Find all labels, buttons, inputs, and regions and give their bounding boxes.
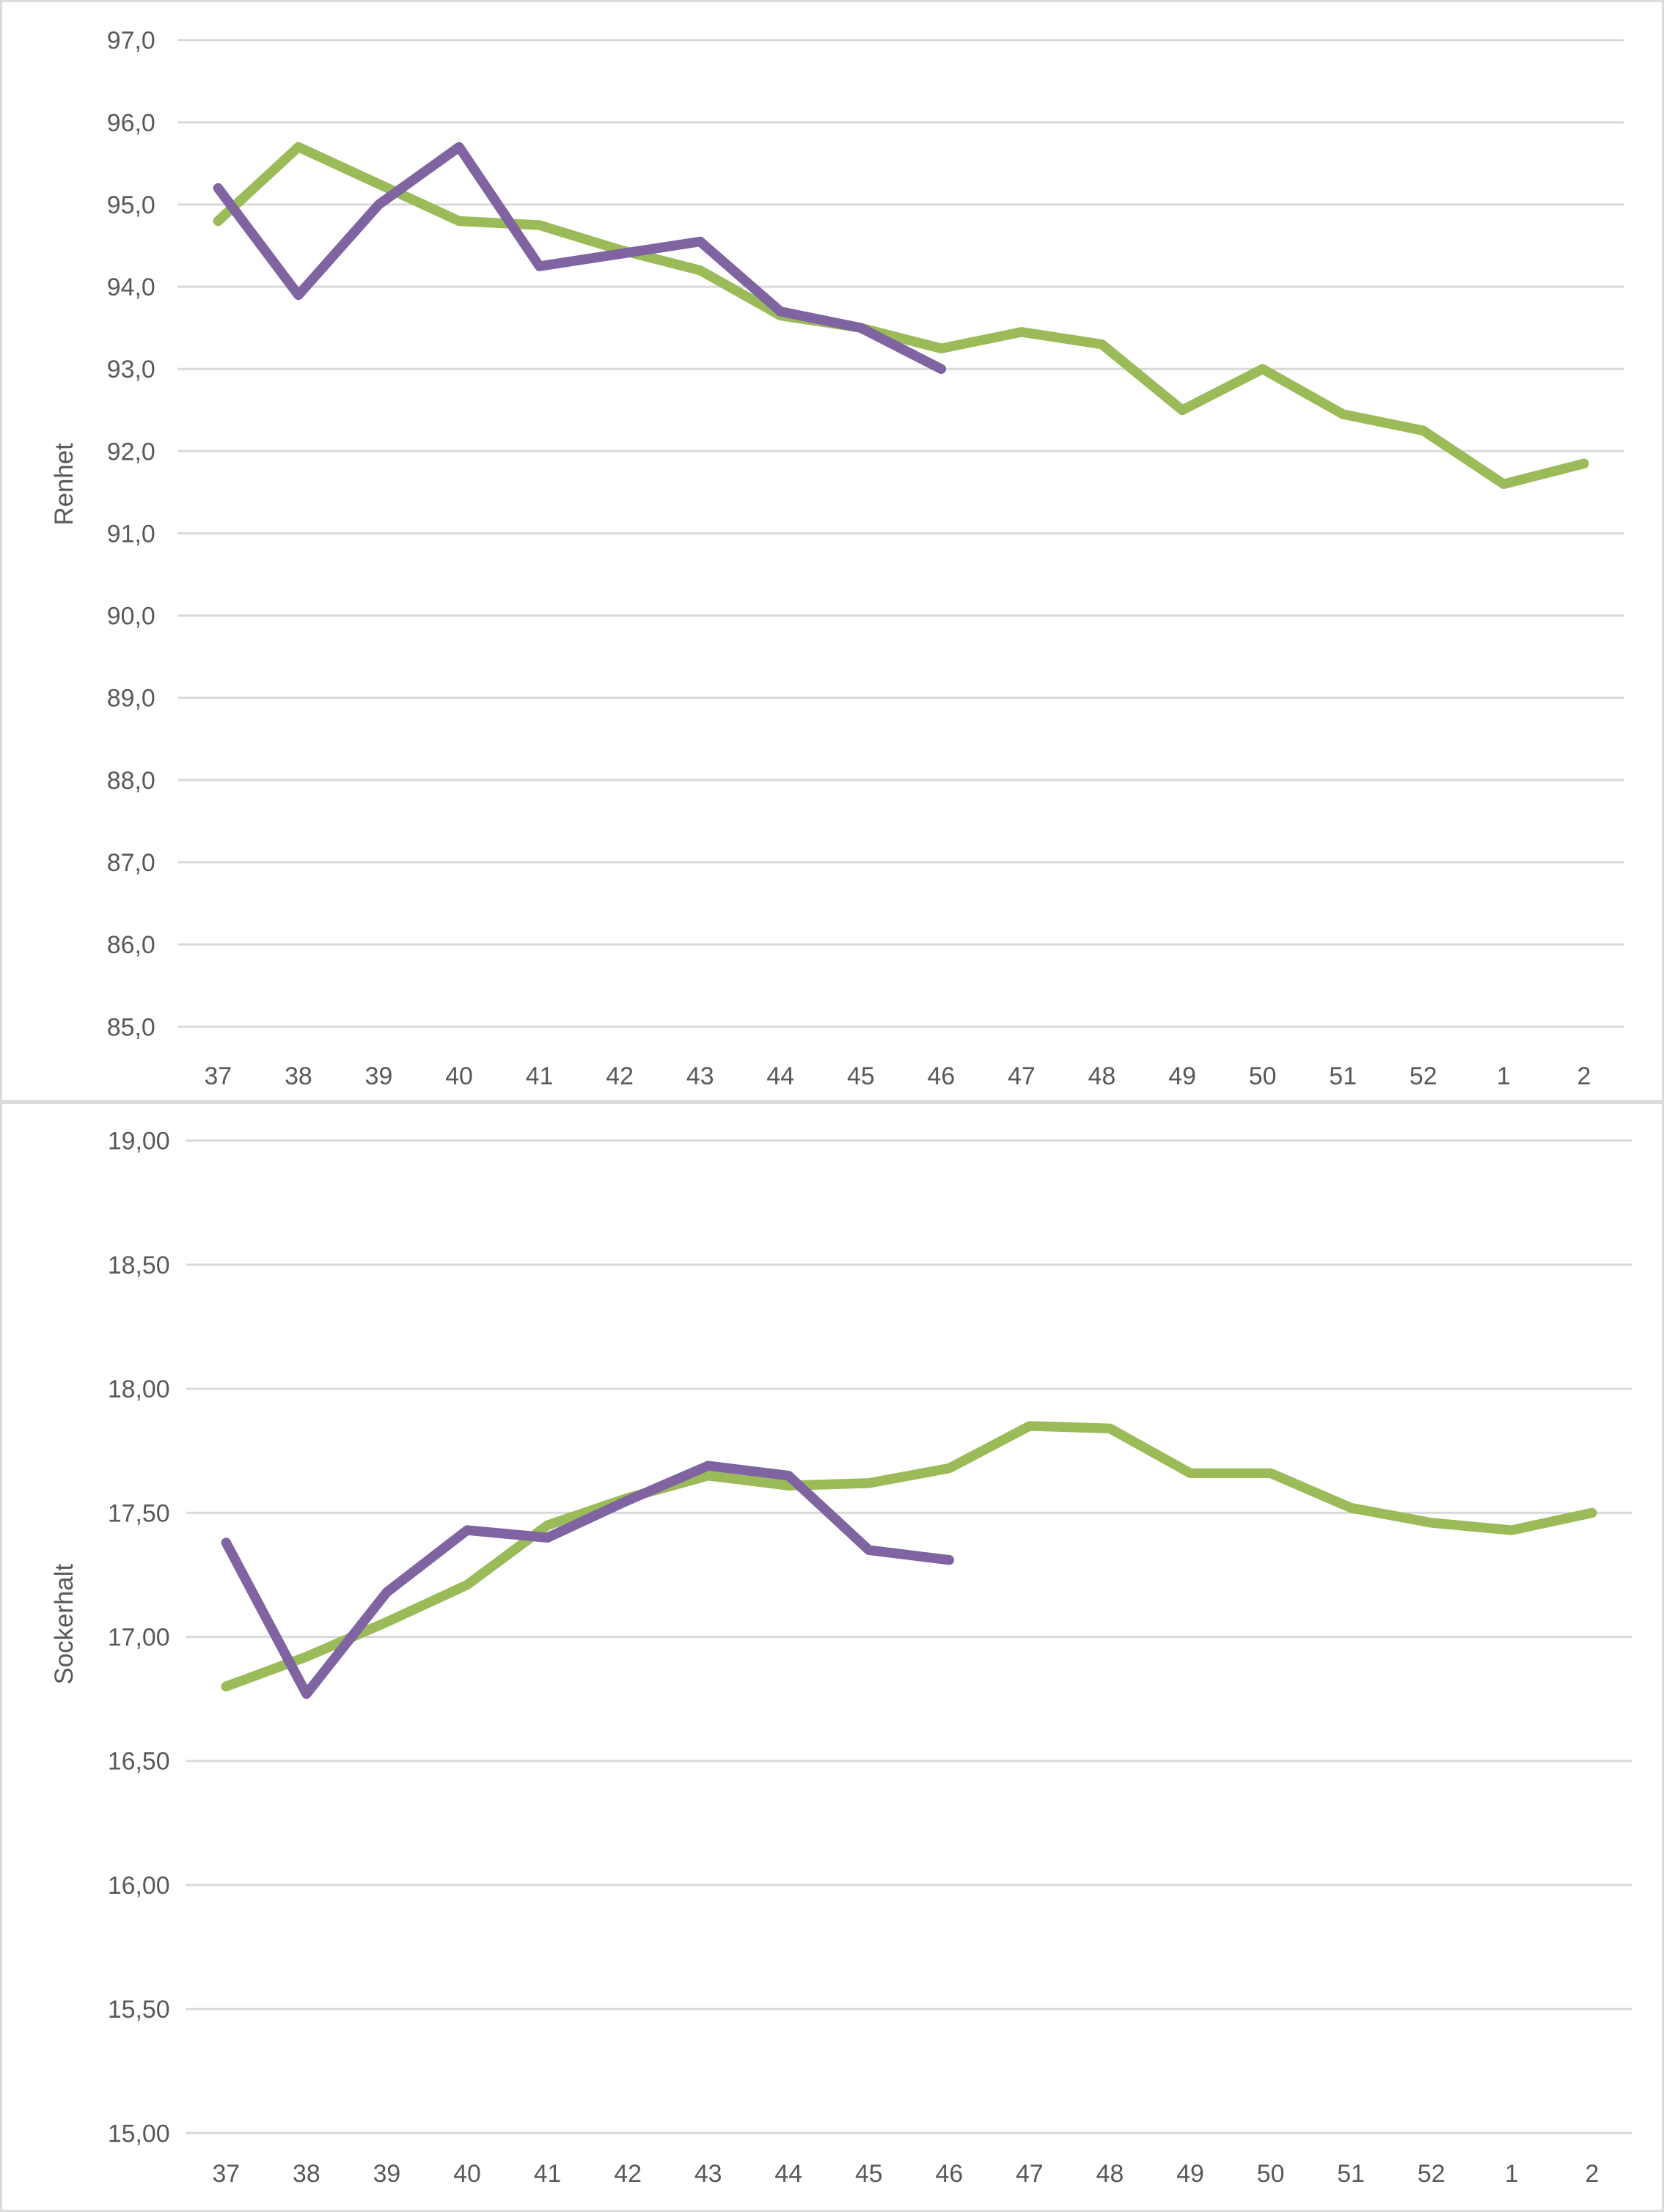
x-axis-week-label: 52 bbox=[1410, 1062, 1437, 1090]
y-axis-tick-label: 15,00 bbox=[108, 2120, 170, 2147]
x-axis-week-label: 45 bbox=[847, 1062, 875, 1090]
x-axis-week-label: 46 bbox=[936, 2160, 964, 2188]
x-axis-week-label: 37 bbox=[212, 2160, 240, 2188]
renhet-chart: 97,0 96,0 95,0 94,0 93,0 92,0 91,0 90,0 89,0 88,0… bbox=[50, 27, 1624, 1090]
x-axis-week-label: 41 bbox=[534, 2160, 562, 2188]
x-axis-week-label: 42 bbox=[614, 2160, 642, 2188]
x-axis-week-label: 47 bbox=[1016, 2160, 1044, 2188]
sockerhalt-x-week-labels: 37 38 39 40 41 42 43 44 45 46 47 48 49 50 51 52 1 2 bbox=[212, 2160, 1599, 2188]
x-axis-week-label: 43 bbox=[694, 2160, 722, 2188]
x-axis-week-label: 49 bbox=[1176, 2160, 1204, 2188]
sockerhalt-series bbox=[221, 1421, 1597, 1700]
y-axis-tick-label: 94,0 bbox=[107, 273, 155, 301]
x-axis-week-label: 47 bbox=[1008, 1062, 1036, 1090]
x-axis-week-label: 2 bbox=[1577, 1062, 1591, 1090]
y-axis-tick-label: 18,00 bbox=[108, 1375, 170, 1403]
y-axis-tick-label: 96,0 bbox=[107, 109, 155, 137]
x-axis-week-label: 37 bbox=[205, 1062, 232, 1090]
y-axis-tick-label: 93,0 bbox=[107, 356, 155, 383]
y-axis-tick-label: 19,00 bbox=[108, 1128, 170, 1155]
y-axis-tick-label: 15,50 bbox=[108, 1996, 170, 2024]
x-axis-week-label: 48 bbox=[1088, 1062, 1116, 1090]
renhet-y-tick-labels: 97,0 96,0 95,0 94,0 93,0 92,0 91,0 90,0 89,0 88,0… bbox=[107, 27, 155, 1042]
sockerhalt-y-tick-labels: 19,00 18,50 18,00 17,50 17,00 16,50 16,00 15,50… bbox=[108, 1128, 170, 2148]
y-axis-tick-label: 85,0 bbox=[107, 1013, 155, 1041]
x-axis-week-label: 39 bbox=[373, 2160, 401, 2188]
x-axis-week-label: 42 bbox=[606, 1062, 634, 1090]
renhet-chart-panel: 97,0 96,0 95,0 94,0 93,0 92,0 91,0 90,0 89,0 88,0… bbox=[0, 0, 1664, 1102]
y-axis-tick-label: 91,0 bbox=[107, 520, 155, 548]
x-axis-week-label: 44 bbox=[774, 2160, 802, 2188]
x-axis-week-label: 38 bbox=[293, 2160, 320, 2188]
sockerhalt-gridlines bbox=[186, 1139, 1632, 2134]
y-axis-tick-label: 18,50 bbox=[108, 1252, 170, 1279]
x-axis-week-label: 51 bbox=[1329, 1062, 1357, 1090]
y-axis-tick-label: 17,00 bbox=[108, 1624, 170, 1652]
x-axis-week-label: 40 bbox=[445, 1062, 473, 1090]
x-axis-week-label: 51 bbox=[1337, 2160, 1365, 2188]
y-axis-tick-label: 97,0 bbox=[107, 27, 155, 55]
sockerhalt-axis-title: Sockerhalt bbox=[50, 1564, 78, 1685]
x-axis-week-label: 1 bbox=[1505, 2160, 1519, 2188]
x-axis-week-label: 52 bbox=[1418, 2160, 1445, 2188]
x-axis-week-label: 2 bbox=[1585, 2160, 1599, 2188]
purple-line-previous-season bbox=[221, 1460, 955, 1700]
green-line-current-season bbox=[213, 142, 1589, 489]
x-axis-week-label: 49 bbox=[1168, 1062, 1196, 1090]
renhet-axis-title: Renhet bbox=[50, 443, 78, 526]
x-axis-week-label: 40 bbox=[453, 2160, 481, 2188]
y-axis-tick-label: 89,0 bbox=[107, 685, 155, 713]
y-axis-tick-label: 88,0 bbox=[107, 767, 155, 795]
x-axis-week-label: 50 bbox=[1257, 2160, 1285, 2188]
x-axis-week-label: 48 bbox=[1096, 2160, 1124, 2188]
y-axis-tick-label: 92,0 bbox=[107, 438, 155, 466]
x-axis-week-label: 45 bbox=[855, 2160, 883, 2188]
x-axis-week-label: 44 bbox=[766, 1062, 794, 1090]
y-axis-tick-label: 17,50 bbox=[108, 1499, 170, 1527]
x-axis-week-label: 46 bbox=[928, 1062, 956, 1090]
y-axis-tick-label: 16,00 bbox=[108, 1872, 170, 1900]
purple-line-previous-season bbox=[213, 142, 947, 375]
x-axis-week-label: 38 bbox=[285, 1062, 312, 1090]
y-axis-tick-label: 87,0 bbox=[107, 849, 155, 877]
y-axis-tick-label: 95,0 bbox=[107, 191, 155, 219]
x-axis-week-label: 1 bbox=[1497, 1062, 1511, 1090]
x-axis-week-label: 50 bbox=[1249, 1062, 1277, 1090]
y-axis-tick-label: 90,0 bbox=[107, 603, 155, 631]
y-axis-tick-label: 16,50 bbox=[108, 1748, 170, 1776]
sockerhalt-chart: 19,00 18,50 18,00 17,50 17,00 16,50 16,00 15,50… bbox=[50, 1128, 1632, 2188]
x-axis-week-label: 39 bbox=[365, 1062, 393, 1090]
x-axis-week-label: 41 bbox=[526, 1062, 554, 1090]
x-axis-week-label: 43 bbox=[686, 1062, 714, 1090]
y-axis-tick-label: 86,0 bbox=[107, 931, 155, 959]
renhet-x-week-labels: 37 38 39 40 41 42 43 44 45 46 47 48 49 50 51 52 1 2 bbox=[205, 1062, 1591, 1090]
sockerhalt-chart-panel: 19,00 18,50 18,00 17,50 17,00 16,50 16,00 15,50… bbox=[0, 1102, 1664, 2212]
renhet-series bbox=[213, 142, 1589, 489]
green-line-current-season bbox=[221, 1421, 1597, 1691]
